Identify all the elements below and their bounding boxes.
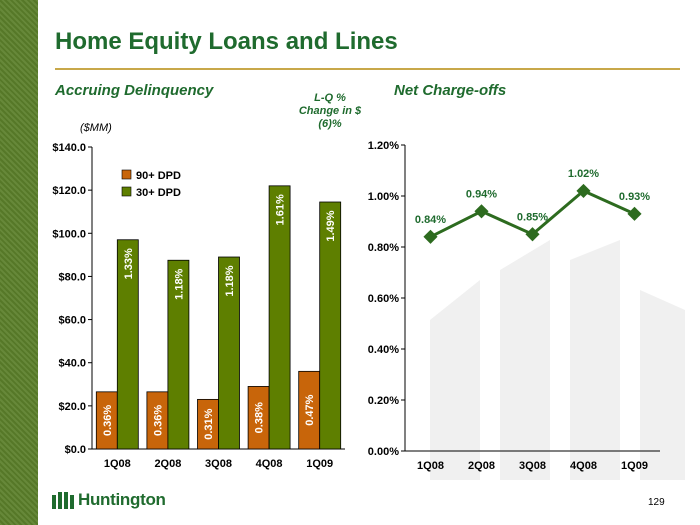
- bar-y-tick-label: $100.0: [52, 228, 86, 240]
- line-x-tick-label: 2Q08: [468, 460, 495, 472]
- bar-y-tick-label: $20.0: [58, 401, 86, 413]
- bar-30dpd: [319, 201, 342, 450]
- line-x-tick-label: 1Q09: [621, 460, 648, 472]
- line-y-tick-label: 0.20%: [368, 395, 399, 407]
- bar-30dpd: [167, 259, 190, 450]
- line-data-label: 1.02%: [568, 168, 599, 180]
- charge-off-point: [627, 206, 642, 221]
- line-x-tick-label: 3Q08: [519, 460, 546, 472]
- bar-y-tick-label: $120.0: [52, 185, 86, 197]
- lq-note-line1: L-Q %: [314, 92, 346, 104]
- line-y-tick-label: 1.00%: [368, 191, 399, 203]
- units-note: ($MM): [80, 122, 112, 134]
- bar-data-label: 1.33%: [123, 248, 135, 279]
- brand-name: Huntington: [78, 490, 166, 509]
- brand-watermark: [430, 240, 685, 480]
- bar-30dpd: [268, 185, 291, 450]
- section-title-delinquency: Accruing Delinquency: [55, 82, 214, 99]
- bar-data-label: 0.36%: [102, 405, 114, 436]
- line-y-tick-label: 0.80%: [368, 242, 399, 254]
- bar-data-label: 1.18%: [224, 265, 236, 296]
- line-x-tick-label: 1Q08: [417, 460, 444, 472]
- bar-30dpd: [218, 256, 240, 450]
- line-data-label: 0.93%: [619, 191, 650, 203]
- line-data-label: 0.94%: [466, 188, 497, 200]
- bar-data-label: 0.38%: [254, 402, 266, 433]
- charge-off-point: [474, 204, 489, 219]
- brand-logo: Huntington: [52, 490, 166, 510]
- bar-x-tick-label: 2Q08: [154, 458, 181, 470]
- bar-data-label: 1.18%: [173, 268, 185, 299]
- charge-off-point: [525, 227, 540, 242]
- bar-y-tick-label: $140.0: [52, 142, 86, 154]
- line-y-tick-label: 0.40%: [368, 344, 399, 356]
- bar-x-tick-label: 3Q08: [205, 458, 232, 470]
- line-y-tick-label: 0.60%: [368, 293, 399, 305]
- line-data-label: 0.84%: [415, 214, 446, 226]
- line-y-tick-label: 1.20%: [368, 140, 399, 152]
- bar-y-tick-label: $0.0: [65, 444, 86, 456]
- page-title: Home Equity Loans and Lines: [55, 28, 398, 55]
- line-data-label: 0.85%: [517, 211, 548, 223]
- charge-off-point: [576, 183, 591, 198]
- huntington-logo-icon: [52, 492, 74, 509]
- charge-off-point: [423, 229, 438, 244]
- legend-swatch: [121, 169, 132, 180]
- bar-y-tick-label: $60.0: [58, 315, 86, 327]
- bar-data-label: 1.61%: [275, 194, 287, 225]
- line-x-tick-label: 4Q08: [570, 460, 597, 472]
- lq-note-line3: (6)%: [318, 118, 342, 130]
- lq-note-line2: Change in $: [298, 105, 362, 117]
- line-y-tick-label: 0.00%: [368, 446, 399, 458]
- legend-label: 90+ DPD: [136, 170, 181, 182]
- page-number: 129: [648, 497, 665, 508]
- bar-data-label: 0.47%: [304, 394, 316, 425]
- section-title-charge-offs: Net Charge-offs: [394, 82, 507, 99]
- bar-x-tick-label: 1Q09: [306, 458, 333, 470]
- lq-change-note: L-Q % Change in $ (6)%: [290, 92, 370, 131]
- bar-data-label: 0.31%: [203, 408, 215, 439]
- title-divider: [55, 68, 680, 70]
- bar-30dpd: [116, 239, 139, 450]
- legend-swatch: [121, 186, 132, 197]
- bar-x-tick-label: 4Q08: [256, 458, 283, 470]
- bar-y-tick-label: $40.0: [58, 358, 86, 370]
- legend-label: 30+ DPD: [136, 187, 181, 199]
- sidebar-band: [0, 0, 38, 525]
- bar-y-tick-label: $80.0: [58, 271, 86, 283]
- bar-data-label: 0.36%: [152, 405, 164, 436]
- bar-data-label: 1.49%: [325, 210, 337, 241]
- bar-x-tick-label: 1Q08: [104, 458, 131, 470]
